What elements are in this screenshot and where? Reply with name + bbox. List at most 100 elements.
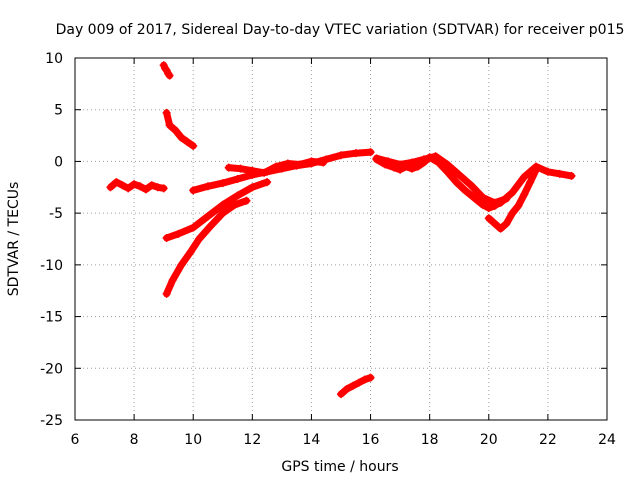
plot-frame	[74, 57, 608, 421]
data-point	[526, 178, 535, 187]
data-point	[496, 198, 505, 207]
x-tick-label: 18	[421, 432, 439, 448]
data-point	[520, 190, 529, 199]
data-point	[532, 162, 541, 171]
chart-title: Day 009 of 2017, Sidereal Day-to-day VTE…	[56, 22, 625, 38]
data-point	[520, 172, 529, 181]
data-point	[502, 219, 511, 228]
series-band	[373, 152, 510, 207]
data-point	[348, 381, 357, 390]
data-point	[177, 133, 186, 142]
data-point	[189, 141, 198, 150]
data-point	[153, 183, 162, 192]
data-point	[186, 248, 195, 257]
data-point	[218, 200, 227, 209]
data-point	[360, 375, 369, 384]
data-point	[141, 185, 150, 194]
data-point	[295, 160, 304, 169]
x-tick-label: 16	[362, 432, 380, 448]
data-point	[263, 178, 272, 187]
series-arc-rising-shallow	[162, 178, 272, 242]
data-point	[168, 276, 177, 285]
data-point	[461, 186, 470, 195]
data-point	[354, 378, 363, 387]
data-point	[136, 182, 145, 191]
series-band	[163, 109, 197, 150]
data-point	[366, 148, 375, 157]
data-point	[248, 183, 257, 192]
series-arc-late-dip	[484, 165, 541, 233]
data-point	[174, 229, 183, 238]
data-point	[124, 184, 133, 193]
x-tick-label: 20	[480, 432, 498, 448]
data-point	[236, 164, 245, 173]
data-point	[342, 384, 351, 393]
data-point	[224, 163, 233, 172]
data-point	[204, 182, 212, 191]
data-point	[490, 219, 499, 228]
data-point	[555, 169, 564, 178]
data-point	[431, 152, 440, 161]
tick-layer	[74, 57, 608, 421]
data-point	[147, 181, 156, 190]
data-point	[218, 209, 227, 218]
data-point	[443, 160, 452, 169]
data-point	[351, 149, 360, 158]
data-point	[543, 167, 552, 176]
data-point	[118, 181, 127, 190]
data-point	[470, 193, 478, 202]
series-band	[107, 178, 168, 193]
data-point	[283, 159, 292, 168]
data-point	[366, 373, 375, 382]
data-point	[165, 71, 174, 80]
x-tick-label: 12	[243, 432, 261, 448]
series-arc-early-band	[106, 178, 168, 194]
data-point	[307, 157, 316, 166]
data-point	[106, 183, 115, 192]
data-point	[171, 126, 180, 135]
data-point	[248, 166, 257, 175]
y-tick-label: -20	[40, 361, 63, 377]
data-point	[484, 203, 493, 212]
data-point	[242, 196, 251, 205]
series-arc-midday	[189, 148, 375, 195]
data-point	[230, 200, 239, 209]
data-point	[206, 221, 215, 230]
data-point	[177, 260, 186, 269]
data-point	[162, 233, 171, 242]
data-point	[567, 171, 576, 180]
data-point	[195, 235, 204, 243]
x-tick-label: 10	[184, 432, 202, 448]
data-point	[112, 178, 121, 187]
data-point	[204, 212, 212, 221]
data-point	[189, 223, 198, 232]
x-tick-label: 8	[130, 432, 139, 448]
series-arc-rising-steep	[162, 196, 251, 298]
series-arc-evening-upper	[372, 152, 511, 207]
data-point	[233, 191, 242, 200]
data-point	[130, 180, 139, 189]
data-point	[508, 188, 517, 197]
data-point	[496, 224, 505, 233]
data-point	[319, 158, 328, 167]
y-tick-label: -5	[49, 206, 63, 222]
data-point	[159, 184, 168, 193]
data-point	[514, 201, 523, 210]
data-point	[162, 289, 171, 298]
data-point	[384, 157, 393, 166]
x-tick-label: 24	[598, 432, 616, 448]
data-point	[271, 162, 280, 171]
data-point	[260, 168, 269, 177]
data-point	[452, 178, 461, 187]
data-point	[337, 151, 345, 160]
data-point	[455, 170, 464, 179]
series-arc-falling	[162, 108, 198, 150]
data-point	[189, 186, 198, 195]
data-point	[233, 175, 242, 184]
data-point	[372, 154, 381, 163]
series-band	[163, 178, 271, 242]
data-point	[183, 137, 192, 146]
data-point	[467, 181, 476, 190]
